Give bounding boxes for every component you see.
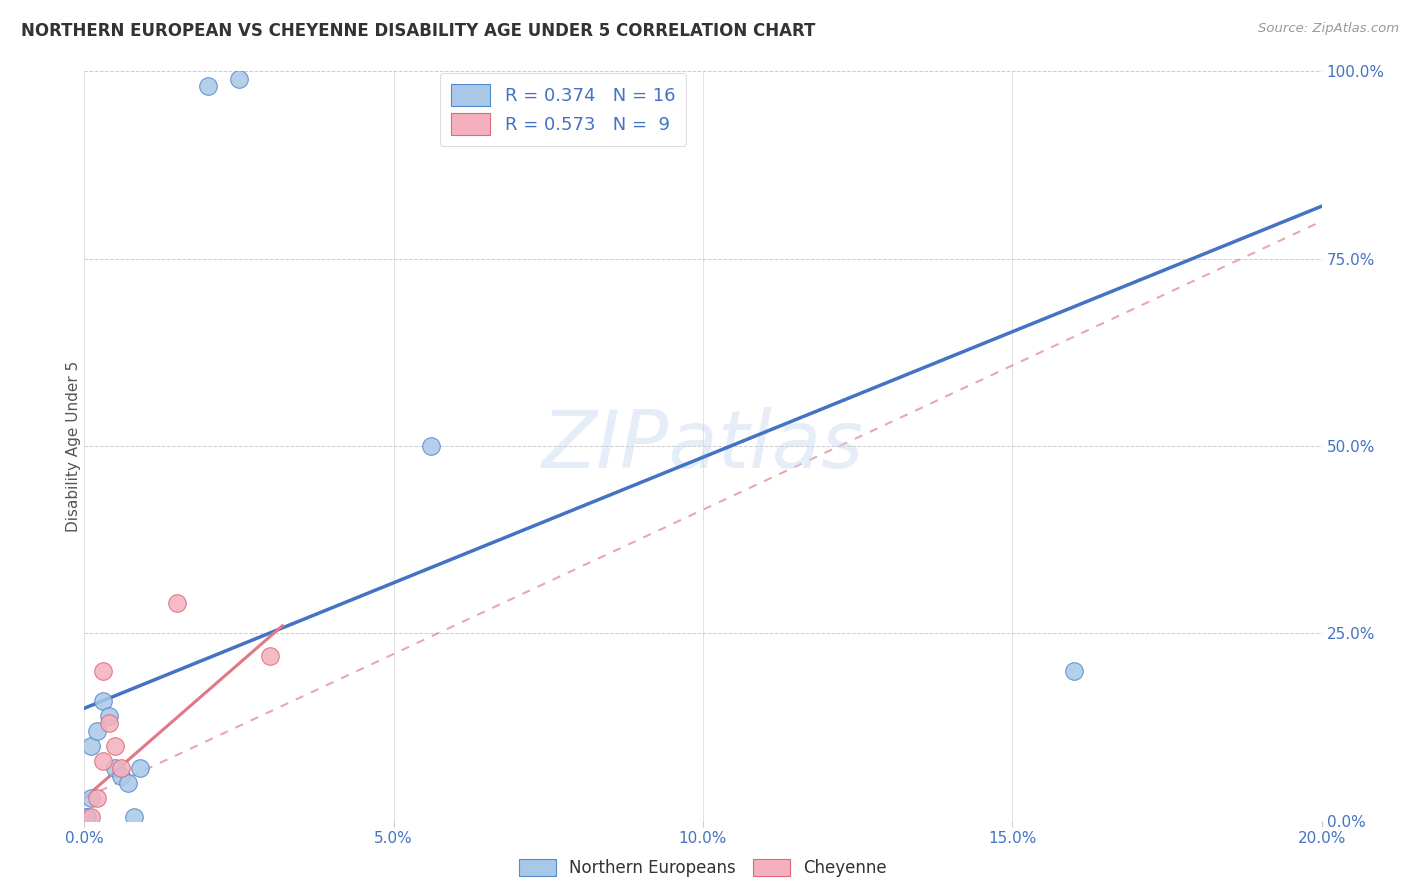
Point bbox=[79, 739, 101, 753]
Point bbox=[86, 791, 108, 805]
Legend: R = 0.374   N = 16, R = 0.573   N =  9: R = 0.374 N = 16, R = 0.573 N = 9 bbox=[440, 73, 686, 145]
Point bbox=[1063, 664, 1085, 678]
Point bbox=[86, 723, 108, 738]
Point bbox=[98, 716, 121, 731]
Point bbox=[110, 769, 132, 783]
Point bbox=[259, 648, 281, 663]
Y-axis label: Disability Age Under 5: Disability Age Under 5 bbox=[66, 360, 80, 532]
Point bbox=[91, 664, 114, 678]
Point bbox=[228, 71, 250, 86]
Text: ZIPatlas: ZIPatlas bbox=[541, 407, 865, 485]
Point bbox=[129, 761, 152, 775]
Point bbox=[419, 439, 441, 453]
Point bbox=[91, 694, 114, 708]
Point bbox=[76, 810, 98, 824]
Legend: Northern Europeans, Cheyenne: Northern Europeans, Cheyenne bbox=[513, 852, 893, 884]
Point bbox=[79, 791, 101, 805]
Point bbox=[104, 761, 127, 775]
Point bbox=[91, 754, 114, 768]
Text: NORTHERN EUROPEAN VS CHEYENNE DISABILITY AGE UNDER 5 CORRELATION CHART: NORTHERN EUROPEAN VS CHEYENNE DISABILITY… bbox=[21, 22, 815, 40]
Point bbox=[166, 596, 188, 610]
Point bbox=[110, 761, 132, 775]
Point bbox=[117, 776, 139, 790]
Point bbox=[98, 708, 121, 723]
Point bbox=[104, 739, 127, 753]
Point bbox=[122, 810, 145, 824]
Point bbox=[197, 79, 219, 94]
Text: Source: ZipAtlas.com: Source: ZipAtlas.com bbox=[1258, 22, 1399, 36]
Point bbox=[75, 810, 97, 824]
Point bbox=[79, 810, 101, 824]
